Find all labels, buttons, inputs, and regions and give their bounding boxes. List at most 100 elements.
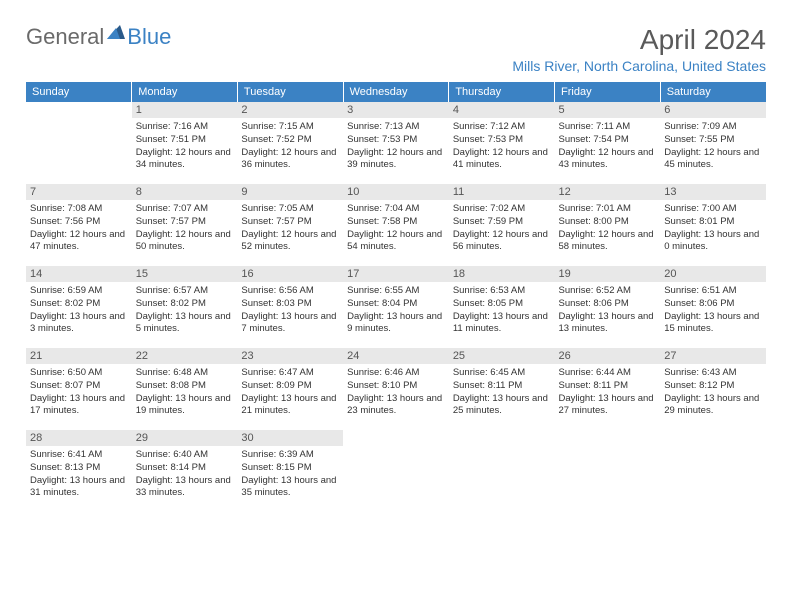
calendar-cell: 16 Sunrise: 6:56 AMSunset: 8:03 PMDayligh… (237, 266, 343, 348)
weekday-header: Monday (132, 82, 238, 102)
day-info: Sunrise: 7:07 AMSunset: 7:57 PMDaylight:… (136, 203, 234, 254)
title-block: April 2024 Mills River, North Carolina, … (512, 24, 766, 74)
day-number: 12 (555, 184, 661, 200)
day-info: Sunrise: 7:11 AMSunset: 7:54 PMDaylight:… (559, 121, 657, 172)
day-number: 11 (449, 184, 555, 200)
day-number: 24 (343, 348, 449, 364)
day-number: 27 (660, 348, 766, 364)
calendar-cell: 8 Sunrise: 7:07 AMSunset: 7:57 PMDaylight… (132, 184, 238, 266)
calendar-cell (555, 430, 661, 512)
day-info: Sunrise: 6:46 AMSunset: 8:10 PMDaylight:… (347, 367, 445, 418)
calendar-cell: 10Sunrise: 7:04 AMSunset: 7:58 PMDayligh… (343, 184, 449, 266)
day-number: 29 (132, 430, 238, 446)
calendar-cell: 17 Sunrise: 6:55 AMSunset: 8:04 PMDayligh… (343, 266, 449, 348)
day-info: Sunrise: 7:13 AMSunset: 7:53 PMDaylight:… (347, 121, 445, 172)
day-info: Sunrise: 6:41 AMSunset: 8:13 PMDaylight:… (30, 449, 128, 500)
day-number: 16 (237, 266, 343, 282)
calendar-cell: 18 Sunrise: 6:53 AMSunset: 8:05 PMDayligh… (449, 266, 555, 348)
calendar-cell: 21 Sunrise: 6:50 AMSunset: 8:07 PMDayligh… (26, 348, 132, 430)
day-number: 7 (26, 184, 132, 200)
day-info: Sunrise: 7:09 AMSunset: 7:55 PMDaylight:… (664, 121, 762, 172)
day-number: 17 (343, 266, 449, 282)
day-info: Sunrise: 6:43 AMSunset: 8:12 PMDaylight:… (664, 367, 762, 418)
weekday-header: Wednesday (343, 82, 449, 102)
day-info: Sunrise: 6:51 AMSunset: 8:06 PMDaylight:… (664, 285, 762, 336)
day-number: 6 (660, 102, 766, 118)
day-info: Sunrise: 7:00 AMSunset: 8:01 PMDaylight:… (664, 203, 762, 254)
calendar-cell: 30 Sunrise: 6:39 AMSunset: 8:15 PMDayligh… (237, 430, 343, 512)
day-info: Sunrise: 6:44 AMSunset: 8:11 PMDaylight:… (559, 367, 657, 418)
day-number: 1 (132, 102, 238, 118)
day-number: 14 (26, 266, 132, 282)
day-info: Sunrise: 7:16 AMSunset: 7:51 PMDaylight:… (136, 121, 234, 172)
calendar-week-row: 14 Sunrise: 6:59 AMSunset: 8:02 PMDayligh… (26, 266, 766, 348)
day-number: 2 (237, 102, 343, 118)
logo-text-general: General (26, 24, 104, 50)
calendar-cell: 25Sunrise: 6:45 AMSunset: 8:11 PMDayligh… (449, 348, 555, 430)
page-title: April 2024 (512, 24, 766, 56)
calendar-cell: 26Sunrise: 6:44 AMSunset: 8:11 PMDayligh… (555, 348, 661, 430)
day-info: Sunrise: 6:56 AMSunset: 8:03 PMDaylight:… (241, 285, 339, 336)
calendar-cell: 23Sunrise: 6:47 AMSunset: 8:09 PMDayligh… (237, 348, 343, 430)
calendar-cell: 24 Sunrise: 6:46 AMSunset: 8:10 PMDayligh… (343, 348, 449, 430)
logo-triangle-icon (107, 25, 125, 44)
day-info: Sunrise: 6:52 AMSunset: 8:06 PMDaylight:… (559, 285, 657, 336)
day-number: 10 (343, 184, 449, 200)
day-info: Sunrise: 6:40 AMSunset: 8:14 PMDaylight:… (136, 449, 234, 500)
calendar-cell: 29 Sunrise: 6:40 AMSunset: 8:14 PMDayligh… (132, 430, 238, 512)
calendar-cell (26, 102, 132, 184)
calendar-week-row: 7Sunrise: 7:08 AMSunset: 7:56 PMDaylight… (26, 184, 766, 266)
calendar-cell: 11 Sunrise: 7:02 AMSunset: 7:59 PMDayligh… (449, 184, 555, 266)
day-info: Sunrise: 6:53 AMSunset: 8:05 PMDaylight:… (453, 285, 551, 336)
day-info: Sunrise: 6:45 AMSunset: 8:11 PMDaylight:… (453, 367, 551, 418)
calendar-cell: 2 Sunrise: 7:15 AMSunset: 7:52 PMDaylight… (237, 102, 343, 184)
day-info: Sunrise: 6:59 AMSunset: 8:02 PMDaylight:… (30, 285, 128, 336)
weekday-header: Saturday (660, 82, 766, 102)
day-number: 13 (660, 184, 766, 200)
calendar-cell: 19 Sunrise: 6:52 AMSunset: 8:06 PMDayligh… (555, 266, 661, 348)
weekday-header: Tuesday (237, 82, 343, 102)
weekday-header-row: SundayMondayTuesdayWednesdayThursdayFrid… (26, 82, 766, 102)
calendar-cell: 3Sunrise: 7:13 AMSunset: 7:53 PMDaylight… (343, 102, 449, 184)
day-info: Sunrise: 7:01 AMSunset: 8:00 PMDaylight:… (559, 203, 657, 254)
day-number: 21 (26, 348, 132, 364)
calendar-cell (449, 430, 555, 512)
calendar-cell: 13 Sunrise: 7:00 AMSunset: 8:01 PMDayligh… (660, 184, 766, 266)
day-number: 5 (555, 102, 661, 118)
calendar-cell (660, 430, 766, 512)
day-info: Sunrise: 7:12 AMSunset: 7:53 PMDaylight:… (453, 121, 551, 172)
day-info: Sunrise: 6:55 AMSunset: 8:04 PMDaylight:… (347, 285, 445, 336)
calendar-cell: 27 Sunrise: 6:43 AMSunset: 8:12 PMDayligh… (660, 348, 766, 430)
calendar-cell: 12 Sunrise: 7:01 AMSunset: 8:00 PMDayligh… (555, 184, 661, 266)
day-info: Sunrise: 7:05 AMSunset: 7:57 PMDaylight:… (241, 203, 339, 254)
weekday-header: Thursday (449, 82, 555, 102)
day-number: 18 (449, 266, 555, 282)
weekday-header: Sunday (26, 82, 132, 102)
day-number: 15 (132, 266, 238, 282)
day-number: 19 (555, 266, 661, 282)
calendar-week-row: 21 Sunrise: 6:50 AMSunset: 8:07 PMDayligh… (26, 348, 766, 430)
calendar-cell: 20 Sunrise: 6:51 AMSunset: 8:06 PMDayligh… (660, 266, 766, 348)
location-label: Mills River, North Carolina, United Stat… (512, 58, 766, 74)
day-info: Sunrise: 7:02 AMSunset: 7:59 PMDaylight:… (453, 203, 551, 254)
day-info: Sunrise: 7:15 AMSunset: 7:52 PMDaylight:… (241, 121, 339, 172)
day-number: 20 (660, 266, 766, 282)
day-info: Sunrise: 6:50 AMSunset: 8:07 PMDaylight:… (30, 367, 128, 418)
day-number: 23 (237, 348, 343, 364)
day-number: 9 (237, 184, 343, 200)
calendar-week-row: 28Sunrise: 6:41 AMSunset: 8:13 PMDayligh… (26, 430, 766, 512)
logo-text-blue: Blue (127, 24, 171, 50)
calendar-cell (343, 430, 449, 512)
calendar-cell: 6 Sunrise: 7:09 AMSunset: 7:55 PMDaylight… (660, 102, 766, 184)
day-info: Sunrise: 6:39 AMSunset: 8:15 PMDaylight:… (241, 449, 339, 500)
calendar-cell: 14 Sunrise: 6:59 AMSunset: 8:02 PMDayligh… (26, 266, 132, 348)
calendar-week-row: 1 Sunrise: 7:16 AMSunset: 7:51 PMDaylight… (26, 102, 766, 184)
day-number: 22 (132, 348, 238, 364)
day-info: Sunrise: 6:57 AMSunset: 8:02 PMDaylight:… (136, 285, 234, 336)
calendar-cell: 15 Sunrise: 6:57 AMSunset: 8:02 PMDayligh… (132, 266, 238, 348)
day-number: 30 (237, 430, 343, 446)
day-number: 8 (132, 184, 238, 200)
header: General Blue April 2024 Mills River, Nor… (26, 24, 766, 74)
day-number: 4 (449, 102, 555, 118)
calendar-cell: 1 Sunrise: 7:16 AMSunset: 7:51 PMDaylight… (132, 102, 238, 184)
